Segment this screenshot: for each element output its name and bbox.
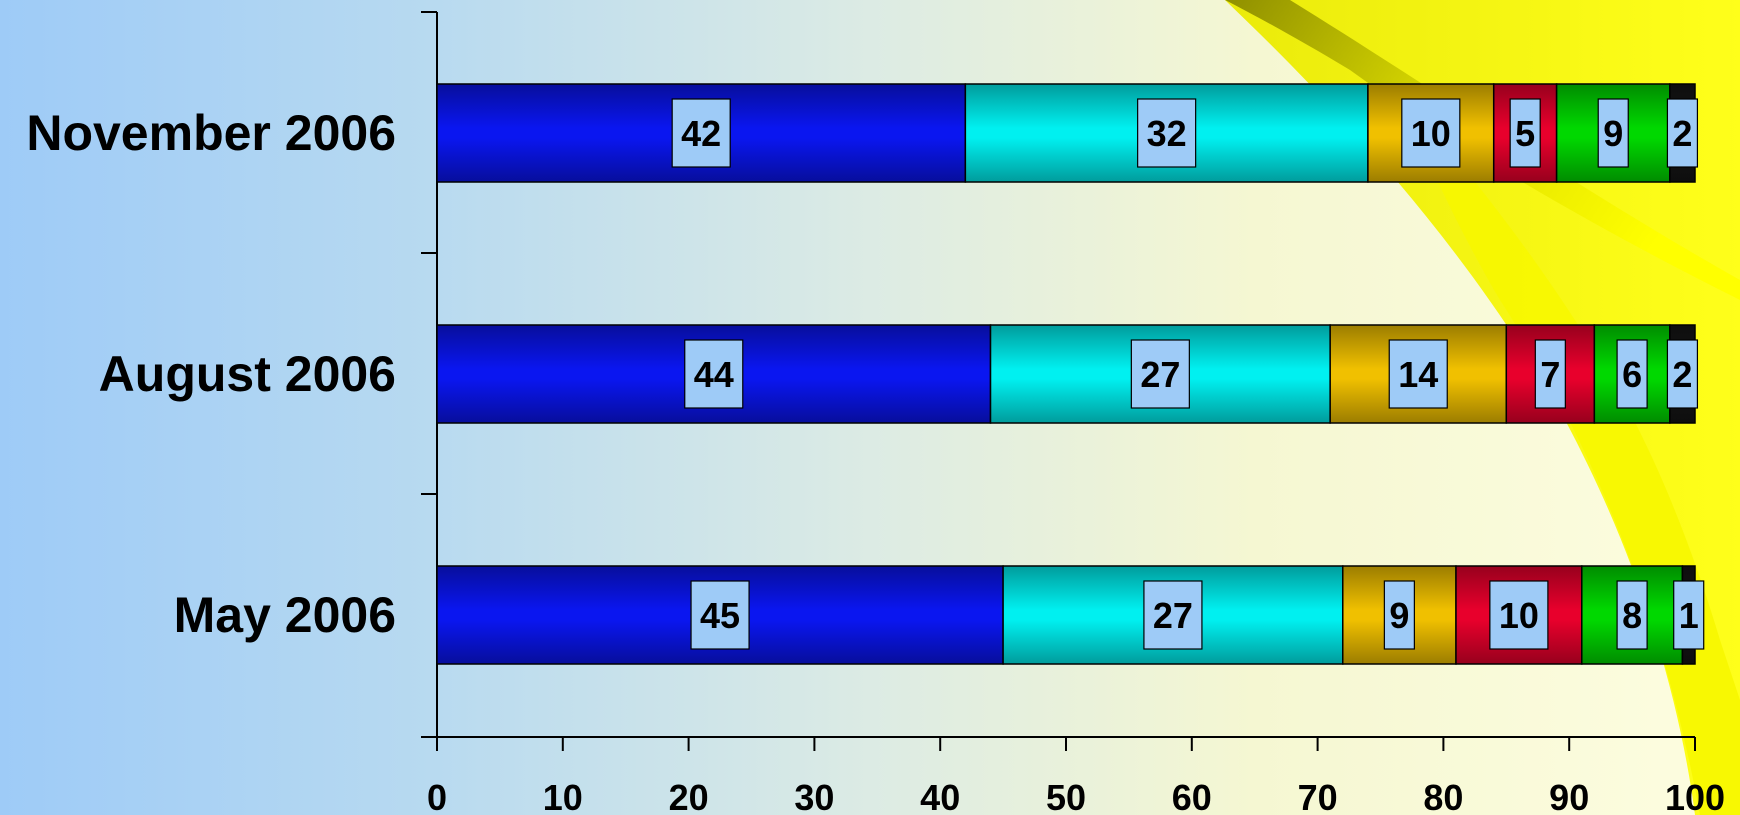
data-label: 42 bbox=[681, 113, 721, 154]
data-label-box bbox=[1388, 339, 1448, 409]
data-label: 8 bbox=[1622, 595, 1642, 636]
x-tick-label: 60 bbox=[1172, 777, 1212, 815]
x-tick-label: 10 bbox=[543, 777, 583, 815]
data-label: 6 bbox=[1622, 354, 1642, 395]
data-label-box bbox=[1401, 98, 1461, 168]
data-label: 27 bbox=[1153, 595, 1193, 636]
data-label: 2 bbox=[1672, 354, 1692, 395]
data-label-box bbox=[1143, 580, 1203, 650]
data-label-box bbox=[1616, 339, 1648, 409]
data-label: 45 bbox=[700, 595, 740, 636]
data-label: 5 bbox=[1515, 113, 1535, 154]
data-label-box bbox=[1137, 98, 1197, 168]
data-label-box bbox=[1597, 98, 1629, 168]
x-tick-label: 100 bbox=[1665, 777, 1725, 815]
data-label-box bbox=[1534, 339, 1566, 409]
x-tick-label: 50 bbox=[1046, 777, 1086, 815]
x-tick-label: 90 bbox=[1549, 777, 1589, 815]
data-label: 2 bbox=[1672, 113, 1692, 154]
data-label: 27 bbox=[1140, 354, 1180, 395]
category-label: August 2006 bbox=[99, 346, 396, 402]
data-label: 32 bbox=[1147, 113, 1187, 154]
x-tick-label: 40 bbox=[920, 777, 960, 815]
data-label-box bbox=[671, 98, 731, 168]
data-label-box bbox=[1666, 339, 1699, 409]
x-tick-label: 70 bbox=[1298, 777, 1338, 815]
data-labels: 42 32 10 5 9 244 27 14 7 6 245 27 9 10 8 1 bbox=[671, 98, 1705, 650]
data-label-box bbox=[1673, 580, 1705, 650]
data-label: 1 bbox=[1679, 595, 1699, 636]
x-tick-label: 0 bbox=[427, 777, 447, 815]
data-label-box bbox=[684, 339, 744, 409]
data-label-box bbox=[1383, 580, 1415, 650]
category-label: May 2006 bbox=[174, 587, 396, 643]
data-label-box bbox=[1509, 98, 1541, 168]
data-label: 7 bbox=[1540, 354, 1560, 395]
x-tick-label: 30 bbox=[794, 777, 834, 815]
category-label: November 2006 bbox=[26, 105, 396, 161]
data-label-box bbox=[1616, 580, 1648, 650]
data-label: 9 bbox=[1389, 595, 1409, 636]
data-label-box bbox=[1130, 339, 1190, 409]
data-label-box bbox=[1666, 98, 1699, 168]
data-label-box bbox=[1489, 580, 1549, 650]
data-label: 10 bbox=[1411, 113, 1451, 154]
data-label-box bbox=[690, 580, 750, 650]
data-label: 14 bbox=[1398, 354, 1438, 395]
x-tick-label: 80 bbox=[1423, 777, 1463, 815]
data-label: 44 bbox=[694, 354, 734, 395]
data-label: 10 bbox=[1499, 595, 1539, 636]
data-label: 9 bbox=[1603, 113, 1623, 154]
x-tick-label: 20 bbox=[669, 777, 709, 815]
bar-segments bbox=[436, 83, 1696, 665]
